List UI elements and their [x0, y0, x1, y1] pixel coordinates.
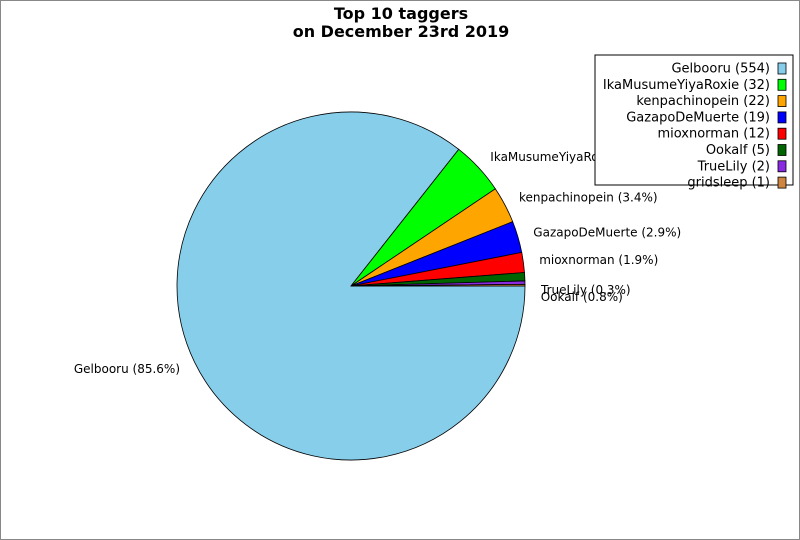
- legend-label-gelbooru: Gelbooru (554): [671, 62, 770, 77]
- legend-label-ikamusumeyiyaroxie: IkaMusumeYiyaRoxie (32): [603, 78, 770, 93]
- legend-label-gridsleep: gridsleep (1): [687, 176, 770, 191]
- slice-label-gelbooru: Gelbooru (85.6%): [74, 362, 180, 376]
- legend-swatch-gazapodemuerte: [777, 111, 787, 124]
- legend-swatch-kenpachinopein: [777, 95, 787, 107]
- legend-label-kenpachinopein: kenpachinopein (22): [636, 94, 770, 109]
- legend-swatch-truelily: [777, 160, 787, 173]
- legend-swatch-gelbooru: [777, 62, 787, 75]
- legend-box: [594, 54, 794, 186]
- legend-swatch-ookalf: [777, 144, 787, 156]
- legend-label-gazapodemuerte: GazapoDeMuerte (19): [626, 110, 770, 125]
- slice-label-mioxnorman: mioxnorman (1.9%): [539, 253, 658, 267]
- legend-label-truelily: TrueLily (2): [697, 159, 770, 174]
- pie-slice-gridsleep: [350, 283, 526, 287]
- legend-swatch-mioxnorman: [777, 127, 787, 140]
- slice-label-ookalf: Ookalf (0.8%): [541, 290, 623, 304]
- legend-swatch-gridsleep: [777, 176, 787, 189]
- legend-swatch-ikamusumeyiyaroxie: [777, 78, 787, 91]
- slice-label-kenpachinopein: kenpachinopein (3.4%): [519, 190, 658, 204]
- slice-label-gazapodemuerte: GazapoDeMuerte (2.9%): [533, 225, 681, 239]
- pie-slices: [176, 111, 526, 461]
- legend-label-ookalf: Ookalf (5): [706, 143, 770, 158]
- chart-subtitle: on December 23rd 2019: [293, 22, 510, 41]
- slice-label-truelily: TrueLily (0.3%): [540, 283, 631, 297]
- legend: Gelbooru (554)IkaMusumeYiyaRoxie (32)ken…: [594, 54, 794, 191]
- pie-slice-labels: Gelbooru (85.6%)IkaMusumeYiyaRoxie (4.9%…: [74, 150, 681, 376]
- chart-title: Top 10 taggers: [334, 4, 468, 23]
- legend-label-mioxnorman: mioxnorman (12): [657, 127, 770, 142]
- legend-items: Gelbooru (554)IkaMusumeYiyaRoxie (32)ken…: [603, 62, 787, 191]
